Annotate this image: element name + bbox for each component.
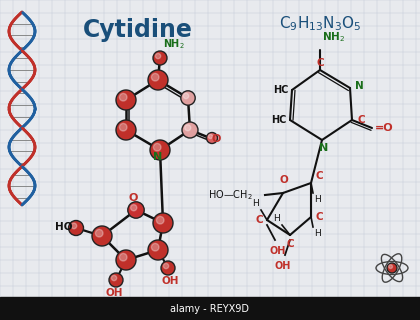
- Circle shape: [92, 226, 112, 246]
- Circle shape: [151, 73, 159, 81]
- Bar: [0, 297, 420, 320]
- Text: C: C: [255, 215, 263, 225]
- Circle shape: [111, 276, 117, 281]
- Circle shape: [150, 140, 170, 160]
- Text: NH$_2$: NH$_2$: [322, 30, 345, 44]
- Text: O: O: [280, 175, 289, 185]
- Circle shape: [119, 93, 127, 101]
- Circle shape: [208, 134, 213, 139]
- Text: C: C: [315, 212, 323, 222]
- Text: OH: OH: [270, 246, 286, 256]
- Circle shape: [156, 216, 164, 224]
- Text: Cytidine: Cytidine: [83, 18, 193, 42]
- Text: HC: HC: [270, 115, 286, 125]
- Circle shape: [388, 265, 393, 268]
- Circle shape: [181, 91, 195, 105]
- Circle shape: [183, 93, 189, 99]
- Circle shape: [131, 204, 137, 211]
- Circle shape: [185, 125, 191, 131]
- Text: O: O: [212, 134, 221, 144]
- Circle shape: [119, 253, 127, 261]
- Circle shape: [116, 90, 136, 110]
- Circle shape: [116, 250, 136, 270]
- Text: C: C: [286, 239, 294, 249]
- Text: alamy - REYX9D: alamy - REYX9D: [171, 304, 249, 314]
- Text: =O: =O: [375, 123, 394, 133]
- Circle shape: [148, 240, 168, 260]
- Circle shape: [207, 132, 218, 143]
- Text: HO: HO: [55, 222, 73, 232]
- Text: H: H: [273, 214, 280, 223]
- Circle shape: [128, 202, 144, 218]
- Circle shape: [68, 220, 84, 236]
- Circle shape: [95, 229, 103, 237]
- Circle shape: [109, 273, 123, 287]
- Text: OH: OH: [275, 261, 291, 271]
- Text: C: C: [316, 58, 324, 68]
- Circle shape: [161, 261, 175, 275]
- Circle shape: [116, 120, 136, 140]
- Text: H: H: [314, 195, 321, 204]
- Text: HO—CH$_2$: HO—CH$_2$: [208, 188, 253, 202]
- Circle shape: [153, 213, 173, 233]
- Text: N: N: [355, 81, 364, 91]
- Circle shape: [119, 124, 127, 131]
- Text: OH: OH: [105, 288, 123, 298]
- Text: HC: HC: [273, 85, 288, 95]
- Circle shape: [153, 51, 167, 65]
- Text: OH: OH: [161, 276, 179, 286]
- Text: NH$_2$: NH$_2$: [163, 37, 185, 51]
- Circle shape: [387, 263, 397, 273]
- Text: O: O: [129, 193, 138, 203]
- Text: N: N: [319, 143, 328, 153]
- Text: H: H: [314, 229, 321, 238]
- Circle shape: [182, 122, 198, 138]
- Text: H: H: [252, 199, 259, 208]
- Text: C: C: [315, 171, 323, 181]
- Circle shape: [155, 53, 161, 59]
- Circle shape: [151, 244, 159, 251]
- Text: C: C: [357, 115, 365, 125]
- Text: N: N: [153, 152, 163, 162]
- Circle shape: [163, 263, 169, 269]
- Text: C$_9$H$_{13}$N$_3$O$_5$: C$_9$H$_{13}$N$_3$O$_5$: [279, 14, 361, 33]
- Circle shape: [153, 143, 161, 151]
- Circle shape: [148, 70, 168, 90]
- Circle shape: [71, 223, 77, 229]
